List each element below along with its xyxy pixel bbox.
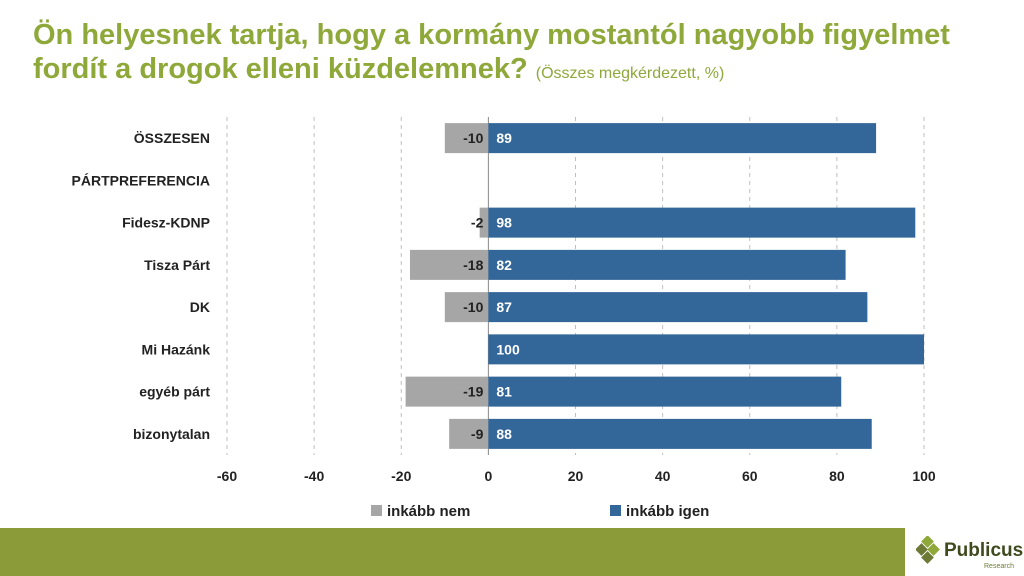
category-label: ÖSSZESEN xyxy=(134,130,210,146)
bar-inkabb-igen xyxy=(488,123,877,154)
bar-inkabb-nem xyxy=(449,418,489,449)
title-main: Ön helyesnek tartja, hogy a kormány most… xyxy=(33,19,950,85)
chart-title: Ön helyesnek tartja, hogy a kormány most… xyxy=(33,18,1003,91)
logo-tagline: Research xyxy=(984,563,1014,570)
data-label-inkabb-igen: 100 xyxy=(496,341,520,357)
publicus-logo: Publicus Research xyxy=(916,534,1024,574)
category-label: egyéb párt xyxy=(139,384,210,400)
legend-label: inkább igen xyxy=(626,503,709,520)
bar-chart: -60 -40 -20 0 20 40 60 80 100 ÖSSZESEN -10 89 PÁRTPR… xyxy=(72,117,936,520)
x-tick-label: -60 xyxy=(217,468,237,484)
x-tick-label: 100 xyxy=(912,468,936,484)
bar-inkabb-igen xyxy=(488,376,842,407)
category-label: Mi Hazánk xyxy=(142,341,211,357)
footer-band xyxy=(0,528,905,576)
x-tick-label: 60 xyxy=(742,468,758,484)
bar-inkabb-igen xyxy=(488,418,872,449)
category-label: Tisza Párt xyxy=(144,257,210,273)
logo-mark-icon xyxy=(916,536,940,564)
data-label-inkabb-igen: 82 xyxy=(496,257,512,273)
bar-inkabb-nem xyxy=(409,249,489,280)
data-label-inkabb-igen: 89 xyxy=(496,130,512,146)
data-label-inkabb-nem: -10 xyxy=(463,130,483,146)
x-tick-label: -40 xyxy=(304,468,324,484)
category-label: PÁRTPREFERENCIA xyxy=(72,172,210,188)
data-label-inkabb-igen: 88 xyxy=(496,426,512,442)
logo-name: Publicus xyxy=(944,540,1024,561)
data-label-inkabb-nem: -10 xyxy=(463,299,483,315)
category-label: Fidesz-KDNP xyxy=(122,215,210,231)
bar-inkabb-igen xyxy=(488,207,916,238)
data-label-inkabb-nem: -18 xyxy=(463,257,483,273)
data-label-inkabb-igen: 98 xyxy=(496,215,512,231)
x-tick-label: 0 xyxy=(484,468,492,484)
data-label-inkabb-nem: -9 xyxy=(471,426,484,442)
bar-inkabb-nem xyxy=(444,123,489,154)
bar-inkabb-nem xyxy=(444,292,489,323)
legend-swatch xyxy=(371,505,382,516)
data-label-inkabb-igen: 87 xyxy=(496,299,512,315)
data-label-inkabb-nem: -19 xyxy=(463,384,483,400)
category-label: bizonytalan xyxy=(133,426,210,442)
legend-label: inkább nem xyxy=(387,503,470,520)
title-subtitle: (Összes megkérdezett, %) xyxy=(535,65,725,82)
bar-inkabb-igen xyxy=(488,249,846,280)
bar-inkabb-nem xyxy=(405,376,489,407)
bar-inkabb-igen xyxy=(488,292,868,323)
x-tick-label: 40 xyxy=(655,468,671,484)
legend-swatch xyxy=(610,505,621,516)
bar-inkabb-nem xyxy=(479,207,489,238)
x-tick-label: 80 xyxy=(829,468,845,484)
x-tick-label: -20 xyxy=(391,468,411,484)
x-tick-label: 20 xyxy=(568,468,584,484)
data-label-inkabb-nem: -2 xyxy=(471,215,484,231)
data-label-inkabb-igen: 81 xyxy=(496,384,512,400)
bar-inkabb-igen xyxy=(488,334,924,365)
category-label: DK xyxy=(190,299,210,315)
